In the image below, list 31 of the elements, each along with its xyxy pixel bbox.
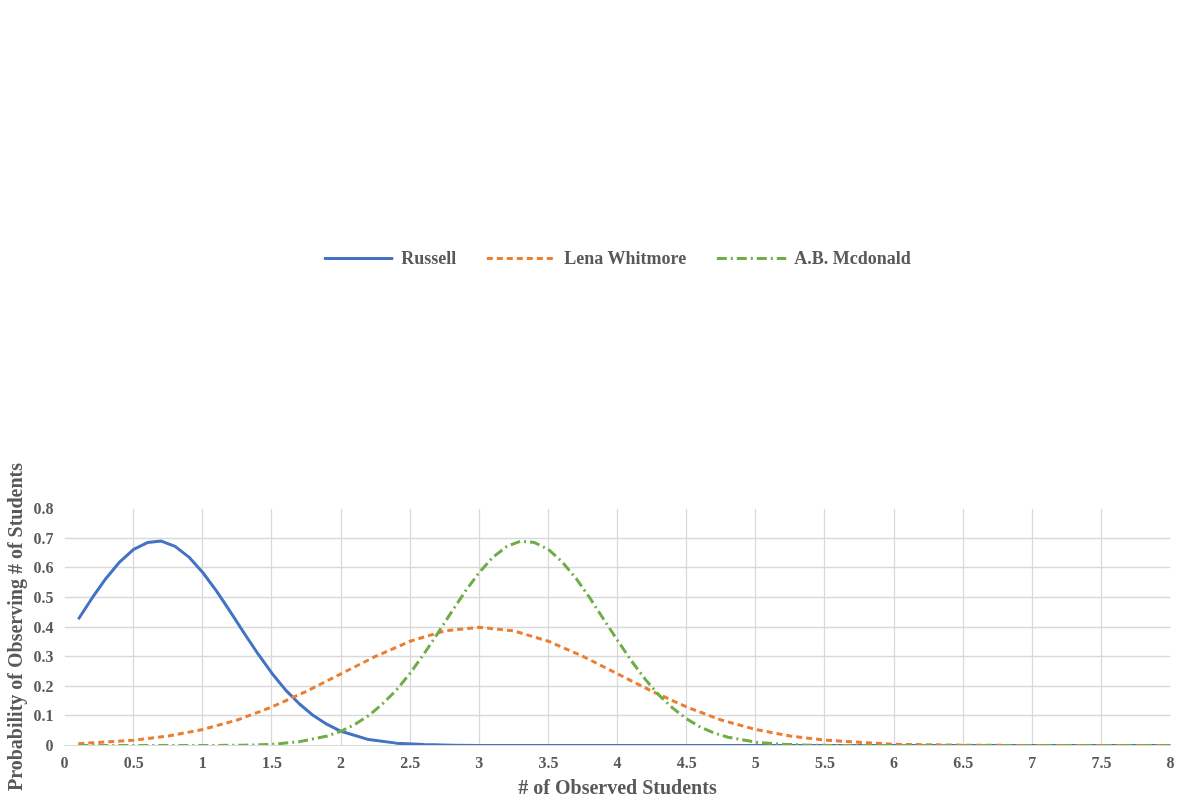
legend-label: A.B. Mcdonald [794,247,911,269]
x-tick-label: 0 [60,753,69,771]
x-tick-label: 1.5 [261,753,282,771]
y-tick-label: 0.8 [33,500,54,517]
x-tick-label: 2.5 [400,753,421,771]
x-tick-label: 4.5 [676,753,697,771]
y-axis-title: Probability of Observing # of Students [3,462,27,791]
legend-label: Russell [401,247,457,269]
legend-label: Lena Whitmore [564,247,687,269]
y-tick-label: 0.1 [33,707,54,725]
y-tick-label: 0.3 [33,648,54,666]
x-tick-label: 0.5 [123,753,144,771]
x-tick-label: 5 [751,753,760,771]
y-tick-label: 0.5 [33,588,54,606]
x-tick-label: 6.5 [953,753,974,771]
y-tick-label: 0.7 [33,529,54,547]
x-tick-label: 7 [1028,753,1037,771]
y-tick-label: 0 [45,737,54,754]
x-tick-label: 6 [890,753,898,771]
x-tick-label: 4 [613,753,622,771]
y-tick-label: 0.4 [33,618,54,636]
x-axis-title: # of Observed Students [518,775,717,798]
x-tick-label: 1 [198,753,207,771]
x-tick-label: 3.5 [538,753,559,771]
x-tick-label: 3 [475,753,484,771]
x-tick-label: 2 [337,753,345,771]
x-tick-label: 7.5 [1091,753,1112,771]
x-tick-label: 5.5 [814,753,835,771]
x-tick-label: 8 [1166,753,1175,771]
y-tick-label: 0.2 [33,677,54,695]
y-tick-label: 0.6 [33,559,54,577]
